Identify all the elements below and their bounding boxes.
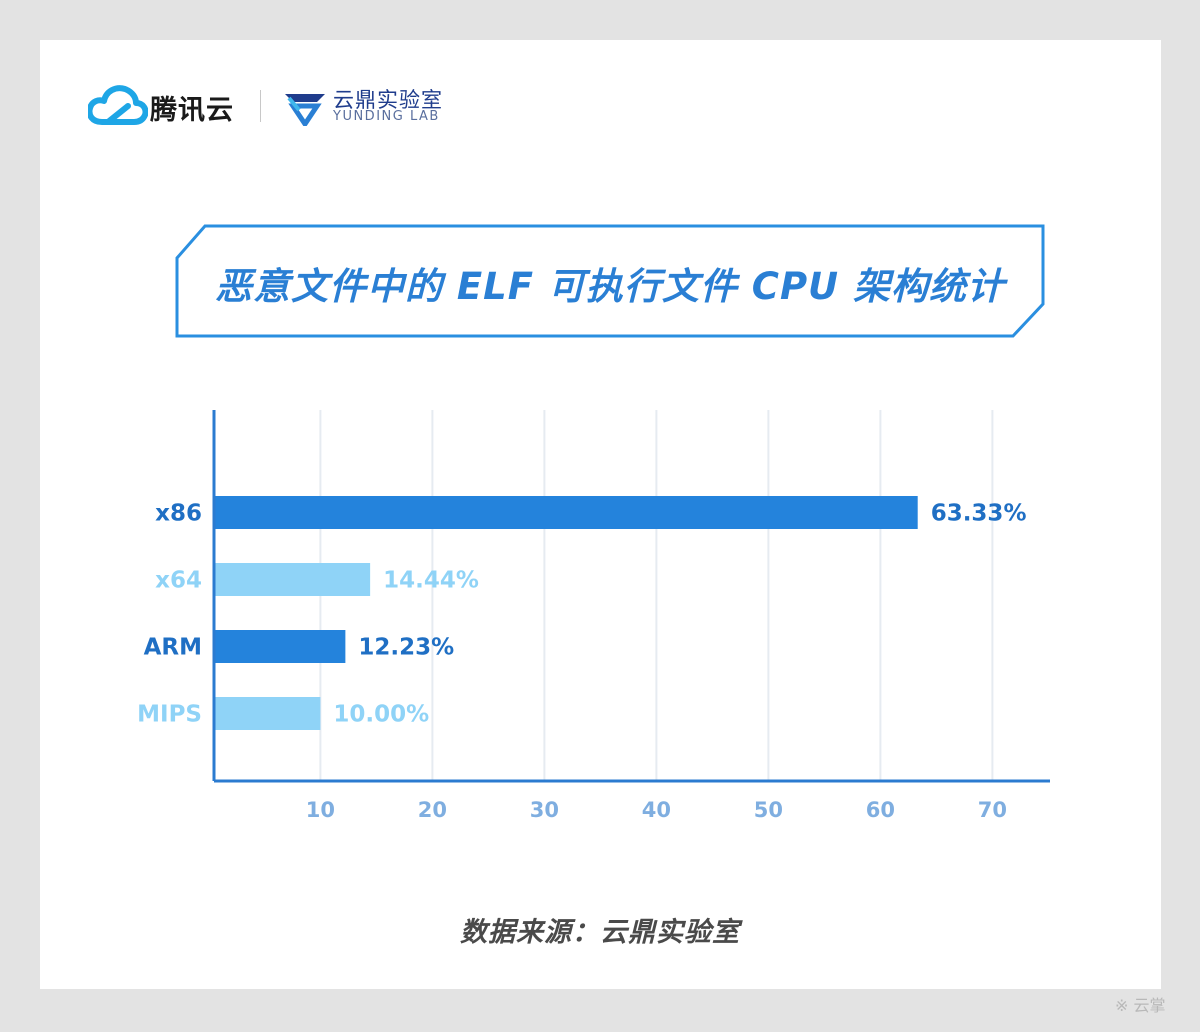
value-label-x86: 63.33% (931, 501, 1027, 527)
bar-mips (214, 697, 321, 730)
x-tick-20: 20 (418, 798, 447, 822)
category-label-arm: ARM (144, 635, 202, 661)
category-label-x86: x86 (155, 501, 202, 527)
value-labels: 63.33% 14.44% 12.23% 10.00% (333, 501, 1026, 728)
axes (212, 410, 1050, 783)
lab-name-cn: 云鼎实验室 (333, 88, 443, 112)
x-tick-40: 40 (642, 798, 671, 822)
tencent-cloud-logo-icon (88, 85, 148, 125)
grid-lines (319, 410, 994, 781)
bar-arm (214, 630, 346, 663)
source-note: 数据来源：云鼎实验室 (460, 917, 740, 948)
yunding-lab-logo-icon (285, 94, 325, 126)
logo-divider (260, 90, 261, 122)
brand-name: 腾讯云 (150, 95, 234, 126)
title-frame (175, 224, 1045, 338)
value-label-mips: 10.00% (333, 702, 429, 728)
x-tick-labels: 10 20 30 40 50 60 70 (306, 798, 1007, 822)
category-label-mips: MIPS (137, 702, 202, 728)
bars (214, 496, 918, 730)
category-label-x64: x64 (155, 568, 202, 594)
value-label-arm: 12.23% (358, 635, 454, 661)
x-tick-50: 50 (754, 798, 783, 822)
x-tick-60: 60 (866, 798, 895, 822)
category-labels: x86 x64 ARM MIPS (137, 501, 202, 728)
chart-title: 恶意文件中的 ELF 可执行文件 CPU 架构统计 (215, 265, 1005, 308)
lab-name-en: YUNDING LAB (333, 109, 440, 124)
x-tick-30: 30 (530, 798, 559, 822)
bar-x64 (214, 563, 371, 596)
value-label-x64: 14.44% (383, 568, 479, 594)
watermark: ※ 云掌 (1115, 996, 1166, 1015)
x-tick-70: 70 (978, 798, 1007, 822)
bar-x86 (214, 496, 918, 529)
x-tick-10: 10 (306, 798, 335, 822)
